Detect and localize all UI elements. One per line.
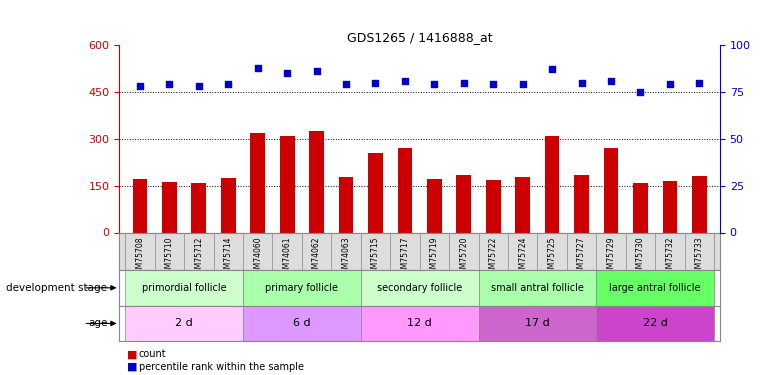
Text: GSM75708: GSM75708 [136, 236, 145, 278]
Text: GSM75729: GSM75729 [607, 236, 615, 278]
Text: GSM75732: GSM75732 [665, 236, 675, 278]
Point [517, 81, 529, 87]
Point [605, 78, 618, 84]
Bar [397, 148, 412, 232]
Text: GSM75717: GSM75717 [400, 236, 410, 278]
Point [546, 66, 558, 72]
Text: secondary follicle: secondary follicle [377, 283, 462, 293]
Bar [486, 180, 500, 232]
Text: GSM75730: GSM75730 [636, 236, 645, 278]
Text: large antral follicle: large antral follicle [609, 283, 701, 293]
Text: percentile rank within the sample: percentile rank within the sample [139, 362, 303, 372]
Text: small antral follicle: small antral follicle [491, 283, 584, 293]
Text: GSM75710: GSM75710 [165, 236, 174, 278]
Bar [361, 306, 478, 341]
Point [457, 80, 470, 86]
Point [370, 80, 382, 86]
Text: GSM75719: GSM75719 [430, 236, 439, 278]
Bar [662, 181, 678, 232]
Bar [574, 175, 589, 232]
Bar [596, 270, 714, 306]
Text: GSM75722: GSM75722 [489, 236, 497, 278]
Text: primordial follicle: primordial follicle [142, 283, 226, 293]
Text: GSM75724: GSM75724 [518, 236, 527, 278]
Text: GSM74060: GSM74060 [253, 236, 263, 278]
Text: 12 d: 12 d [407, 318, 432, 328]
Text: GSM75720: GSM75720 [460, 236, 468, 278]
Point [693, 80, 705, 86]
Bar [478, 306, 596, 341]
Bar [515, 177, 530, 232]
Bar [192, 183, 206, 232]
Text: ■: ■ [127, 362, 138, 372]
Point [487, 81, 500, 87]
Bar [280, 136, 295, 232]
Point [281, 70, 293, 76]
Text: 2 d: 2 d [176, 318, 193, 328]
Point [252, 64, 264, 70]
Bar [604, 148, 618, 232]
Text: GSM75727: GSM75727 [577, 236, 586, 278]
Bar [126, 270, 243, 306]
Text: age: age [88, 318, 107, 328]
Text: GSM75712: GSM75712 [194, 236, 203, 278]
Bar [368, 153, 383, 232]
Text: 6 d: 6 d [293, 318, 311, 328]
Text: GSM74063: GSM74063 [342, 236, 350, 278]
Text: 22 d: 22 d [643, 318, 668, 328]
Text: GSM75715: GSM75715 [371, 236, 380, 278]
Bar [243, 306, 361, 341]
Bar [633, 183, 648, 232]
Bar [221, 178, 236, 232]
Bar [692, 176, 707, 232]
Text: 17 d: 17 d [525, 318, 550, 328]
Bar [596, 306, 714, 341]
Point [163, 81, 176, 87]
Bar [126, 306, 243, 341]
Point [399, 78, 411, 84]
Bar [361, 270, 478, 306]
Bar [310, 131, 324, 232]
Bar [427, 179, 442, 232]
Bar [243, 270, 361, 306]
Point [192, 83, 205, 89]
Bar [545, 136, 560, 232]
Bar [339, 177, 353, 232]
Point [634, 89, 647, 95]
Point [222, 81, 234, 87]
Title: GDS1265 / 1416888_at: GDS1265 / 1416888_at [346, 31, 493, 44]
Text: ■: ■ [127, 350, 138, 359]
Point [340, 81, 352, 87]
Bar [132, 179, 147, 232]
Bar [162, 182, 177, 232]
Text: GSM75725: GSM75725 [547, 236, 557, 278]
Bar [478, 270, 596, 306]
Text: GSM75733: GSM75733 [695, 236, 704, 278]
Text: GSM74062: GSM74062 [312, 236, 321, 278]
Point [575, 80, 588, 86]
Point [134, 83, 146, 89]
Point [428, 81, 440, 87]
Text: development stage: development stage [6, 283, 107, 293]
Text: primary follicle: primary follicle [266, 283, 338, 293]
Text: GSM74061: GSM74061 [283, 236, 292, 278]
Text: count: count [139, 350, 166, 359]
Point [310, 68, 323, 74]
Bar [250, 132, 265, 232]
Text: GSM75714: GSM75714 [224, 236, 233, 278]
Point [664, 81, 676, 87]
Bar [457, 176, 471, 232]
